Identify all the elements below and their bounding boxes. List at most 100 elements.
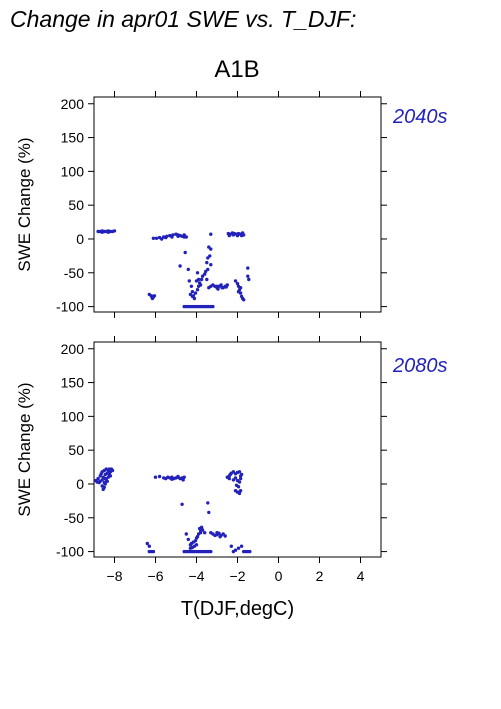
panel-2-data-point — [229, 544, 233, 548]
panel-1-data-point — [209, 247, 213, 251]
x-tick-label: 0 — [275, 568, 283, 584]
panel-1-data-point — [224, 285, 228, 289]
panel-2-data-point — [238, 489, 243, 493]
panel-1-y-axis-label: SWE Change (%) — [15, 137, 34, 271]
panel-2-data-point — [237, 470, 242, 474]
panel-1-data-point — [154, 236, 159, 240]
panel-1-y-tick-label: 100 — [61, 163, 85, 179]
panel-2-data-point — [203, 531, 207, 535]
panel-2-data-point — [233, 476, 238, 480]
panel-2-data-point — [233, 548, 238, 552]
panel-2-data-point — [184, 532, 188, 536]
panel-1-data-point — [219, 283, 223, 287]
panel-2-data-point — [100, 478, 104, 482]
panel-2-data-point — [186, 537, 190, 542]
panel-2-data-point — [103, 476, 108, 481]
panel-2-data-point — [107, 472, 112, 477]
panel-2-data-point — [236, 546, 241, 550]
figure-title: Change in apr01 SWE vs. T_DJF: — [10, 6, 357, 32]
panel-1-data-point — [152, 294, 157, 298]
panel-2-data-point — [209, 549, 213, 554]
panel-1-data-point — [183, 250, 187, 255]
panel-2-y-axis-label: SWE Change (%) — [15, 382, 34, 516]
panel-1-data-point — [189, 284, 194, 288]
panel-1-data-point — [193, 291, 198, 295]
panel-1-data-point — [239, 233, 244, 238]
x-axis-label: T(DJF,degC) — [181, 598, 294, 620]
panel-2-data-point — [248, 549, 252, 554]
panel-1-y-tick-label: -50 — [64, 265, 84, 281]
panel-2-data-point — [145, 541, 149, 546]
panel-1-data-point — [206, 267, 210, 272]
panel-2-period-label: 2080s — [393, 355, 448, 377]
panel-1-data-point — [238, 286, 243, 290]
panel-1-plot-frame — [93, 96, 382, 313]
panel-2-y-tick-label: 100 — [61, 408, 85, 424]
x-tick-label: −8 — [107, 568, 123, 584]
panel-2-y-tick-label: -100 — [56, 544, 84, 560]
panel-1-data-point — [190, 290, 195, 294]
panel-2-data-point — [188, 546, 193, 550]
panel-2-data-point — [176, 474, 180, 479]
panel-1-data-point — [200, 274, 205, 278]
panel-1-data-point — [149, 294, 154, 299]
x-tick-label: 2 — [316, 568, 324, 584]
panel-1-data-point — [215, 284, 219, 288]
panel-2-data-point — [227, 476, 231, 481]
panel-1-data-point — [184, 235, 188, 239]
panel-1-data-point — [209, 263, 213, 267]
panel-2-data-point — [218, 535, 222, 539]
panel-1-data-point — [186, 267, 190, 272]
panel-1-data-point — [227, 233, 231, 238]
panel-2-data-point — [147, 544, 151, 548]
panel-1-data-point — [246, 274, 250, 278]
panel-2-data-point — [198, 531, 203, 535]
panel-2-data-point — [105, 479, 110, 483]
x-tick-label: −2 — [230, 568, 246, 584]
scenario-label: A1B — [214, 56, 260, 83]
panel-1-y-tick-label: -100 — [56, 299, 84, 315]
panel-2-data-point — [102, 485, 107, 490]
panel-2-data-point — [239, 544, 244, 548]
panel-2-data-point — [223, 534, 227, 538]
panel-1-data-point — [231, 233, 236, 237]
panel-1-data-point — [190, 294, 195, 299]
panel-2-data-point — [151, 549, 156, 554]
panel-2-data-point — [199, 525, 204, 529]
panel-1-data-point — [178, 264, 182, 268]
panel-1-data-point — [211, 304, 215, 309]
x-tick-label: −4 — [189, 568, 205, 584]
panel-2-data-point — [200, 528, 205, 532]
panel-2-data-point — [239, 472, 244, 477]
panel-1-data-point — [195, 288, 200, 292]
panel-1-data-point — [247, 277, 251, 282]
panel-1-data-point — [106, 230, 111, 234]
panel-1-data-point — [220, 286, 224, 290]
x-tick-label: −6 — [148, 568, 164, 584]
panel-2-y-tick-label: 200 — [61, 341, 85, 357]
panel-2-data-point — [153, 475, 158, 479]
panel-1-data-point — [209, 232, 213, 236]
panel-2-data-point — [193, 539, 198, 543]
panel-2-data-point — [110, 468, 115, 473]
panel-2-y-tick-label: 0 — [76, 476, 84, 492]
panel-1-data-point — [195, 271, 200, 275]
panel-2-data-point — [157, 474, 162, 479]
panel-1-data-point — [242, 298, 246, 302]
panel-2-data-point — [170, 477, 174, 481]
panel-1-data-point — [235, 281, 240, 286]
panel-1-data-point — [196, 277, 201, 282]
panel-2-data-point — [236, 485, 241, 489]
panel-2-data-point — [194, 536, 199, 540]
panel-1-y-tick-label: 0 — [76, 231, 84, 247]
panel-1-data-point — [112, 229, 117, 233]
panel-1-data-point — [205, 277, 209, 282]
panel-1-data-point — [164, 235, 168, 240]
panel-2-data-point — [237, 480, 242, 484]
panel-1-data-point — [236, 290, 241, 294]
panel-2-data-point — [96, 476, 100, 481]
panel-2-plot-frame — [93, 341, 382, 558]
panel-1-data-point — [233, 279, 238, 283]
panel-2-data-point — [180, 502, 184, 506]
